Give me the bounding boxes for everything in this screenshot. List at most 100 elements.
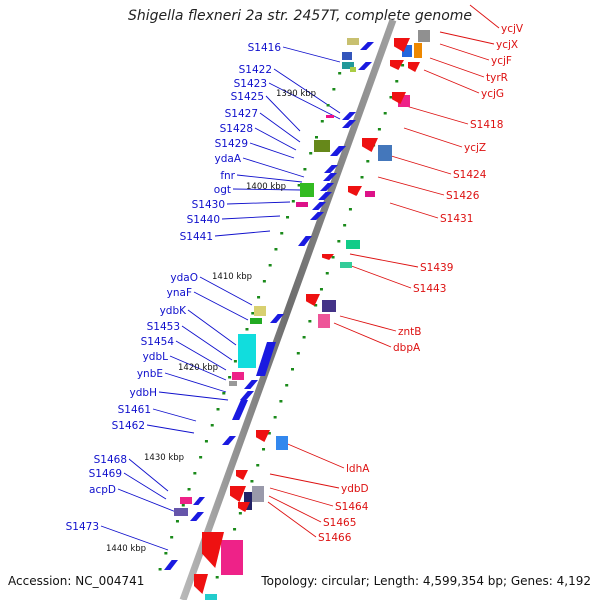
- gene-label-S1439[interactable]: S1439: [420, 262, 453, 274]
- gene-label-S1461[interactable]: S1461: [118, 404, 151, 416]
- tick-mark: [366, 160, 370, 163]
- tick-mark: [216, 408, 220, 411]
- gene-label-fnr[interactable]: fnr: [220, 170, 235, 182]
- tick-mark: [274, 248, 278, 251]
- gene-label-S1418[interactable]: S1418: [470, 119, 503, 131]
- tick-mark: [286, 216, 290, 219]
- gene-label-S1423[interactable]: S1423: [234, 78, 267, 90]
- forward-arrow: [312, 202, 326, 210]
- gene-label-ydaO[interactable]: ydaO: [170, 272, 198, 284]
- tick-mark: [315, 136, 318, 139]
- gene-label-ycjV[interactable]: ycjV: [501, 23, 524, 35]
- reverse-arrow: [230, 486, 246, 502]
- tick-mark: [280, 232, 284, 235]
- gene-label-S1422[interactable]: S1422: [239, 64, 272, 76]
- tick-mark: [377, 128, 381, 131]
- gene-feature: [300, 183, 314, 197]
- gene-label-S1430[interactable]: S1430: [192, 199, 225, 211]
- leader-line: [146, 424, 195, 434]
- forward-arrow: [244, 380, 258, 389]
- forward-arrow: [342, 120, 356, 128]
- gene-label-S1473[interactable]: S1473: [66, 521, 99, 533]
- reverse-arrow: [392, 92, 406, 104]
- gene-label-S1425[interactable]: S1425: [231, 91, 264, 103]
- leader-line: [199, 276, 253, 306]
- gene-label-S1429[interactable]: S1429: [215, 138, 248, 150]
- gene-label-S1469[interactable]: S1469: [89, 468, 122, 480]
- reverse-arrow: [390, 60, 404, 70]
- gene-label-S1465[interactable]: S1465: [323, 517, 356, 529]
- gene-label-ynbE[interactable]: ynbE: [137, 368, 163, 380]
- gene-label-ycjG[interactable]: ycjG: [481, 88, 504, 100]
- tick-mark: [389, 96, 393, 99]
- leader-line: [267, 501, 317, 538]
- gene-label-ydbK[interactable]: ydbK: [160, 305, 188, 317]
- tick-mark: [360, 176, 364, 179]
- gene-label-ydbH[interactable]: ydbH: [130, 387, 157, 399]
- gene-label-S1466[interactable]: S1466: [318, 532, 352, 544]
- tick-mark: [215, 576, 219, 579]
- scale-label: 1430 kbp: [144, 453, 184, 463]
- gene-feature: [342, 52, 352, 60]
- gene-label-dbpA[interactable]: dbpA: [393, 342, 421, 354]
- tick-mark: [296, 352, 300, 355]
- leader-line: [269, 473, 340, 489]
- gene-feature: [254, 306, 266, 316]
- tick-mark: [238, 512, 242, 515]
- tick-mark: [233, 360, 237, 363]
- gene-label-S1453[interactable]: S1453: [147, 321, 180, 333]
- gene-feature: [276, 436, 288, 450]
- tick-mark: [181, 504, 185, 507]
- gene-feature: [205, 594, 217, 600]
- gene-label-S1427[interactable]: S1427: [225, 108, 258, 120]
- gene-label-ydaA[interactable]: ydaA: [215, 153, 242, 165]
- leader-line: [349, 253, 419, 268]
- gene-label-S1428[interactable]: S1428: [220, 123, 253, 135]
- leader-line: [333, 322, 392, 348]
- gene-label-ycjZ[interactable]: ycjZ: [464, 142, 486, 154]
- reverse-arrow: [202, 532, 224, 568]
- forward-arrow: [193, 497, 205, 505]
- gene-label-zntB[interactable]: zntB: [398, 326, 422, 338]
- gene-label-ynaF[interactable]: ynaF: [167, 287, 192, 299]
- gene-label-S1468[interactable]: S1468: [94, 454, 127, 466]
- gene-label-ydbL[interactable]: ydbL: [143, 351, 169, 363]
- gene-label-S1443[interactable]: S1443: [413, 283, 446, 295]
- gene-label-S1424[interactable]: S1424: [453, 169, 487, 181]
- tick-mark: [395, 80, 399, 83]
- tick-mark: [170, 536, 174, 539]
- gene-label-ydbD[interactable]: ydbD: [341, 483, 369, 495]
- reverse-arrow: [256, 430, 270, 442]
- gene-label-S1416[interactable]: S1416: [248, 42, 282, 54]
- leader-line: [187, 309, 237, 346]
- tick-mark: [267, 432, 271, 435]
- gene-label-S1454[interactable]: S1454: [141, 336, 175, 348]
- gene-label-ycjX[interactable]: ycjX: [496, 39, 518, 51]
- gene-label-ogt[interactable]: ogt: [214, 184, 231, 196]
- gene-label-ldhA[interactable]: ldhA: [346, 463, 370, 475]
- gene-label-S1440[interactable]: S1440: [187, 214, 220, 226]
- gene-label-S1441[interactable]: S1441: [180, 231, 213, 243]
- gene-label-S1464[interactable]: S1464: [335, 501, 369, 513]
- leader-line: [339, 315, 397, 332]
- forward-arrow: [270, 314, 284, 323]
- tick-mark: [187, 488, 191, 491]
- leader-line: [175, 340, 227, 371]
- gene-label-S1426[interactable]: S1426: [446, 190, 480, 202]
- gene-label-S1431[interactable]: S1431: [440, 213, 473, 225]
- forward-arrow: [324, 165, 338, 173]
- leader-line: [405, 105, 469, 125]
- gene-label-tyrR[interactable]: tyrR: [486, 72, 508, 84]
- leader-line: [128, 458, 169, 492]
- tick-mark: [262, 448, 266, 451]
- leader-line: [117, 488, 177, 513]
- tick-mark: [251, 312, 255, 315]
- reverse-arrow: [238, 502, 250, 512]
- tick-mark: [233, 528, 237, 531]
- gene-label-ycjF[interactable]: ycjF: [491, 55, 512, 67]
- tick-mark: [320, 120, 324, 123]
- reverse-arrow: [322, 254, 334, 260]
- gene-label-acpD[interactable]: acpD: [89, 484, 116, 496]
- tick-mark: [338, 72, 342, 75]
- gene-label-S1462[interactable]: S1462: [112, 420, 145, 432]
